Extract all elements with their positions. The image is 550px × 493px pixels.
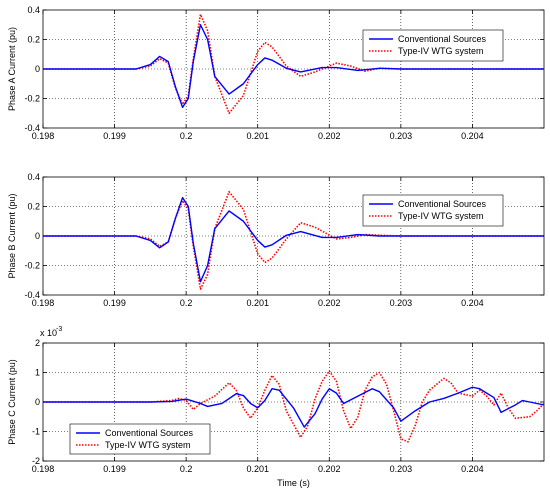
panel-1-y-axis-label: Phase A Current (pu) — [7, 27, 17, 111]
panel-1-x-tick-label: 0.204 — [461, 131, 484, 141]
panel-3-y-tick-label: 1 — [35, 368, 40, 378]
panel-3-y-tick-label: 2 — [35, 338, 40, 348]
panel-3-x-tick-label: 0.202 — [318, 464, 341, 474]
panel-1-y-tick-label: 0 — [35, 64, 40, 74]
panel-1: 0.198 0.199 0.2 0.201 0.202 0.203 0.204 -0.4 -0.… — [7, 5, 545, 141]
panel-3-y-exponent-power: -3 — [56, 326, 62, 333]
panel-1-series-conventional-sources-line — [43, 24, 544, 109]
panel-1-y-tick-label: -0.4 — [24, 123, 40, 133]
panel-2-x-tick-label: 0.204 — [461, 298, 484, 308]
panel-2-x-tick-label: 0.203 — [390, 298, 413, 308]
panel-2-legend-label: Conventional Sources — [398, 199, 487, 209]
panel-2-x-tick-label: 0.198 — [32, 298, 55, 308]
panel-3-x-tick-label: 0.198 — [32, 464, 55, 474]
panel-3-y-exponent: x 10 — [40, 328, 57, 338]
panel-2-y-tick-label: -0.4 — [24, 290, 40, 300]
panel-3-x-tick-label: 0.201 — [246, 464, 269, 474]
panel-1-x-tick-label: 0.2 — [180, 131, 193, 141]
panel-3-y-tick-label: -1 — [32, 427, 40, 437]
panel-2-y-tick-label: -0.2 — [24, 261, 40, 271]
panel-1-y-tick-label: 0.4 — [27, 5, 40, 15]
panel-1-y-tick-label: 0.2 — [27, 35, 40, 45]
panel-3-x-tick-label: 0.203 — [390, 464, 413, 474]
panel-1-x-tick-label: 0.202 — [318, 131, 341, 141]
panel-3-legend-label: Type-IV WTG system — [105, 440, 191, 450]
panel-3-x-tick-label: 0.204 — [461, 464, 484, 474]
panel-2-x-tick-label: 0.201 — [246, 298, 269, 308]
panel-1-x-tick-label: 0.199 — [103, 131, 126, 141]
panel-2-y-tick-label: 0.4 — [27, 172, 40, 182]
panel-1-legend-box — [362, 29, 504, 62]
panel-2-legend-box — [362, 194, 504, 227]
panel-3: 0.198 0.199 0.2 0.201 0.202 0.203 0.204 -2 -1 0 1 2… — [7, 326, 545, 488]
panel-1-y-tick-label: -0.2 — [24, 94, 40, 104]
panel-2-x-tick-label: 0.199 — [103, 298, 126, 308]
panel-3-series-conventional-sources-line — [43, 386, 544, 428]
panel-1-legend: Conventional Sources Type-IV WTG system — [362, 29, 504, 62]
panel-2-legend: Conventional Sources Type-IV WTG system — [362, 194, 504, 227]
panel-3-y-axis-label: Phase C Current (pu) — [7, 359, 17, 445]
panel-3-series-type-iv-wtg-line — [43, 370, 544, 443]
panel-1-series-type-iv-wtg-line — [43, 13, 544, 115]
panel-3-legend-label: Conventional Sources — [105, 428, 194, 438]
panel-3-y-tick-label: 0 — [35, 397, 40, 407]
panel-2-y-tick-label: 0.2 — [27, 202, 40, 212]
panel-2-legend-label: Type-IV WTG system — [398, 211, 484, 221]
panel-3-x-tick-label: 0.2 — [180, 464, 193, 474]
panel-1-x-tick-label: 0.201 — [246, 131, 269, 141]
panel-3-legend-box — [69, 423, 211, 455]
panel-2-series-conventional-sources-line — [43, 196, 544, 283]
panel-3-x-axis-label: Time (s) — [277, 478, 310, 488]
panel-2-y-axis-label: Phase B Current (pu) — [7, 193, 17, 278]
panel-2: 0.198 0.199 0.2 0.201 0.202 0.203 0.204 -0.4 -0.… — [7, 172, 545, 308]
panel-1-legend-label: Conventional Sources — [398, 34, 487, 44]
panel-2-y-tick-label: 0 — [35, 231, 40, 241]
panel-1-x-tick-label: 0.203 — [390, 131, 413, 141]
panel-3-x-tick-label: 0.199 — [103, 464, 126, 474]
panel-3-legend: Conventional Sources Type-IV WTG system — [69, 423, 211, 455]
panel-1-x-tick-label: 0.198 — [32, 131, 55, 141]
panel-3-y-tick-label: -2 — [32, 456, 40, 466]
panel-2-x-tick-label: 0.2 — [180, 298, 193, 308]
panel-2-x-tick-label: 0.202 — [318, 298, 341, 308]
panel-1-legend-label: Type-IV WTG system — [398, 46, 484, 56]
